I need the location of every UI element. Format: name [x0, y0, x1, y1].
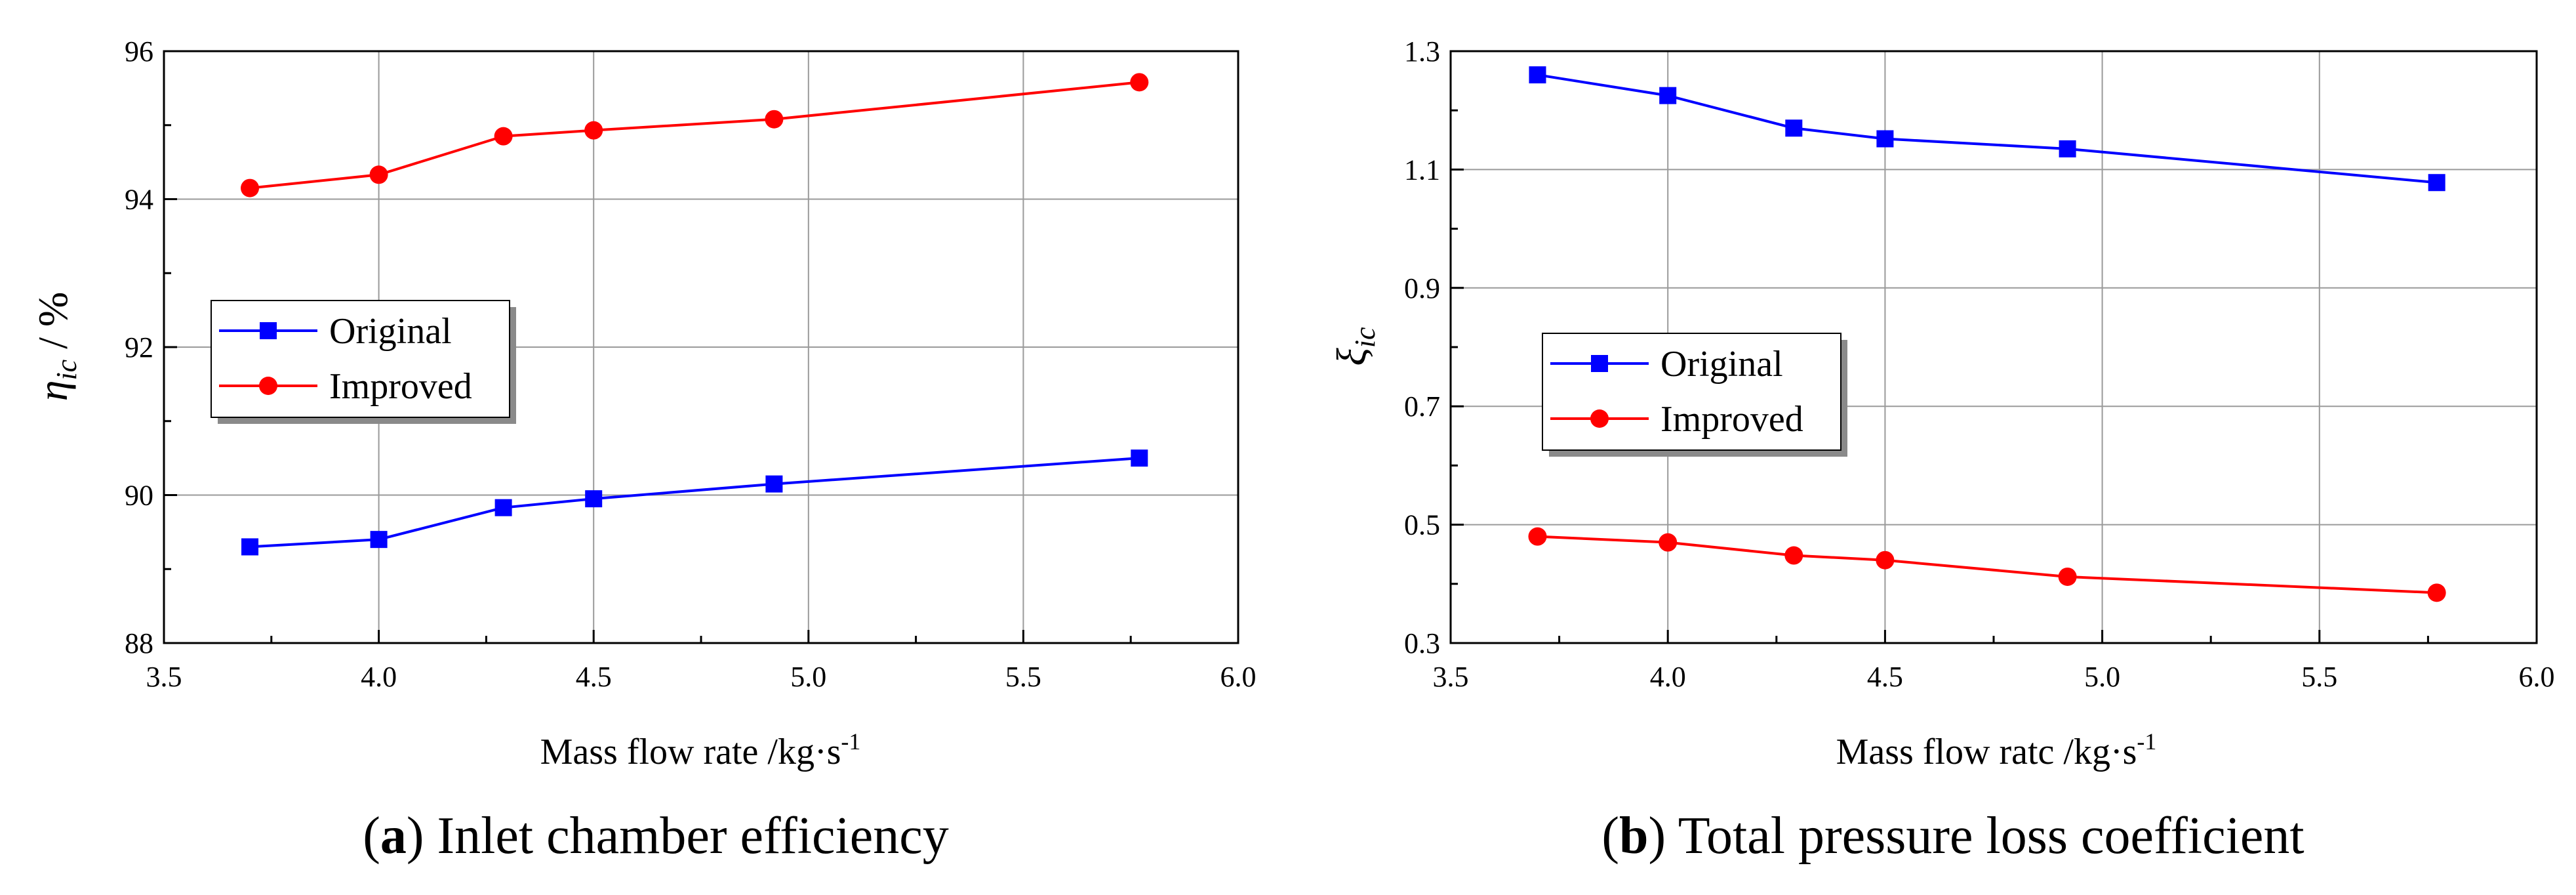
chart-caption: (b) Total pressure loss coefficient [1601, 807, 2304, 865]
x-tick-label: 4.0 [361, 661, 397, 693]
data-point [1659, 533, 1678, 552]
y-tick-label: 88 [125, 627, 153, 659]
y-axis-subscript: ic [1349, 327, 1381, 348]
data-point [1784, 546, 1803, 565]
legend-marker [1590, 409, 1609, 428]
x-tick-label: 4.5 [1867, 661, 1903, 693]
legend-label: Improved [329, 366, 472, 407]
data-point [494, 499, 512, 516]
data-point [1876, 551, 1895, 570]
data-point [2427, 583, 2446, 602]
x-axis-title-text: Mass flow rate /kg·s [540, 732, 841, 772]
y-axis-symbol: ξ [1328, 348, 1375, 366]
x-tick-label: 4.5 [576, 661, 612, 693]
caption-letter: b [1619, 807, 1649, 865]
x-axis-title: Mass flow ratc /kg·s-1 [1836, 728, 2157, 772]
data-point [1876, 130, 1894, 148]
series-improved [1528, 527, 2446, 602]
data-point [370, 531, 388, 549]
y-tick-label: 0.9 [1404, 272, 1440, 304]
y-axis-subscript: ic [50, 359, 83, 380]
data-point [2428, 174, 2445, 192]
data-point [369, 165, 388, 184]
data-point [1529, 66, 1546, 84]
x-tick-label: 5.5 [1005, 661, 1041, 693]
x-tick-label: 5.5 [2301, 661, 2337, 693]
series-original [241, 449, 1148, 556]
y-tick-label: 0.5 [1404, 509, 1440, 541]
x-tick-label: 6.0 [1220, 661, 1257, 693]
series-improved [241, 73, 1149, 198]
legend-box [211, 300, 510, 418]
x-tick-label: 5.0 [790, 661, 826, 693]
y-tick-label: 94 [125, 184, 153, 216]
legend-box [1542, 333, 1841, 451]
series-line [1537, 73, 2437, 184]
y-axis-symbol: η [30, 381, 76, 402]
data-point [765, 110, 784, 129]
data-point [1131, 449, 1148, 467]
x-axis-title-sup: -1 [841, 728, 860, 755]
data-point [1785, 119, 1803, 137]
data-point [241, 178, 260, 198]
series-original [1529, 66, 2445, 192]
x-tick-label: 3.5 [1433, 661, 1469, 693]
y-tick-label: 90 [125, 480, 153, 512]
chart-a: 3.5 4.0 4.5 5.0 5.5 6.0 88 90 92 94 96 Original Impr… [30, 35, 1257, 865]
caption-paren: ) [407, 807, 424, 865]
x-axis-title: Mass flow rate /kg·s-1 [540, 728, 861, 772]
x-tick-label: 4.0 [1650, 661, 1686, 693]
y-tick-label: 1.3 [1404, 35, 1440, 68]
x-tick-label: 5.0 [2084, 661, 2120, 693]
data-point [1130, 73, 1149, 92]
y-tick-label: 92 [125, 331, 153, 364]
data-point [1528, 527, 1547, 546]
caption-letter: a [380, 807, 407, 865]
y-tick-label: 96 [125, 35, 153, 68]
y-axis-unit: / % [30, 292, 76, 360]
chart-caption: (a) Inlet chamber efficiency [363, 807, 949, 865]
caption-paren: ) [1649, 807, 1666, 865]
data-point [494, 127, 513, 146]
y-tick-label: 0.3 [1404, 627, 1440, 659]
legend: Original Improved [1542, 333, 1847, 457]
legend-label: Original [1660, 344, 1783, 385]
caption-text: Inlet chamber efficiency [424, 807, 948, 865]
x-axis-title-sup: -1 [2137, 728, 2156, 755]
y-tick-label: 0.7 [1404, 390, 1440, 423]
chart-b: 3.5 4.0 4.5 5.0 5.5 6.0 0.3 0.5 0.7 0.9 1.1 1.3 Orig… [1328, 35, 2555, 865]
y-axis-title: ξic [1328, 327, 1381, 366]
data-point [584, 121, 603, 140]
data-point [2059, 140, 2076, 157]
data-point [2058, 567, 2077, 586]
data-point [241, 538, 259, 556]
series-line [249, 81, 1140, 190]
legend-marker [259, 377, 277, 395]
legend-label: Improved [1660, 399, 1803, 440]
legend-marker [1591, 355, 1608, 372]
y-axis-title: ηic / % [30, 292, 83, 402]
legend-marker [260, 322, 277, 339]
series-line [249, 457, 1140, 549]
x-tick-label: 3.5 [146, 661, 182, 693]
series-line [1537, 535, 2437, 594]
caption-text: Total pressure loss coefficient [1666, 807, 2304, 865]
data-point [585, 490, 603, 508]
y-tick-label: 1.1 [1404, 154, 1440, 186]
caption-paren: ( [363, 807, 380, 865]
data-point [765, 475, 783, 493]
x-axis-title-text: Mass flow ratc /kg·s [1836, 732, 2137, 772]
legend: Original Improved [211, 300, 516, 424]
caption-paren: ( [1601, 807, 1619, 865]
x-tick-label: 6.0 [2519, 661, 2555, 693]
legend-label: Original [329, 311, 452, 352]
data-point [1659, 87, 1677, 104]
